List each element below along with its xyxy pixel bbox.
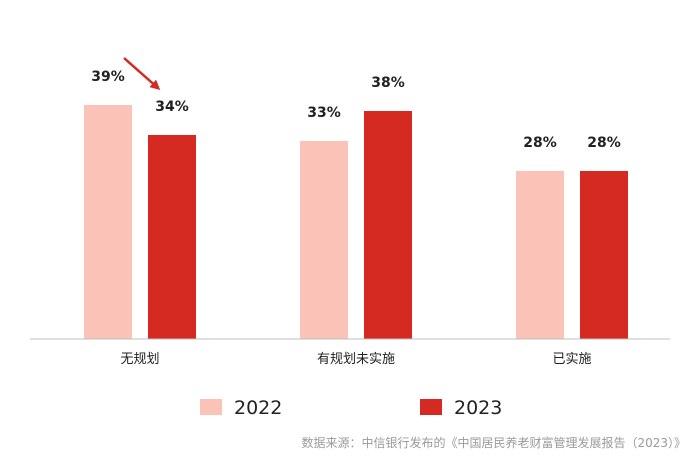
category-labels: 无规划 有规划未实施 已实施 [120,352,591,367]
bars-layer [84,105,628,339]
legend-swatch-2022 [200,399,222,415]
value-label-2022-3: 28% [523,135,557,151]
category-label-3: 已实施 [552,352,591,367]
bar-2023-1 [148,135,196,339]
legend-swatch-2023 [420,399,442,415]
legend-label-2023: 2023 [454,397,502,419]
value-label-2023-1: 34% [155,99,189,115]
category-label-1: 无规划 [120,352,159,367]
bar-2022-1 [84,105,132,339]
bar-2022-3 [516,171,564,339]
legend-label-2022: 2022 [234,397,282,419]
labels-layer: 39% 34% 33% 38% 28% 28% [91,69,621,151]
value-label-2022-2: 33% [307,105,341,121]
value-label-2023-2: 38% [371,75,405,91]
bar-2022-2 [300,141,348,339]
category-label-2: 有规划未实施 [317,352,395,367]
value-label-2022-1: 39% [91,69,125,85]
decrease-arrow-annotation [123,57,161,90]
bar-2023-2 [364,111,412,339]
value-label-2023-3: 28% [587,135,621,151]
source-note: 数据来源：中信银行发布的《中国居民养老财富管理发展报告（2023）》 [301,435,686,450]
legend: 2022 2023 [200,397,502,419]
bar-2023-3 [580,171,628,339]
